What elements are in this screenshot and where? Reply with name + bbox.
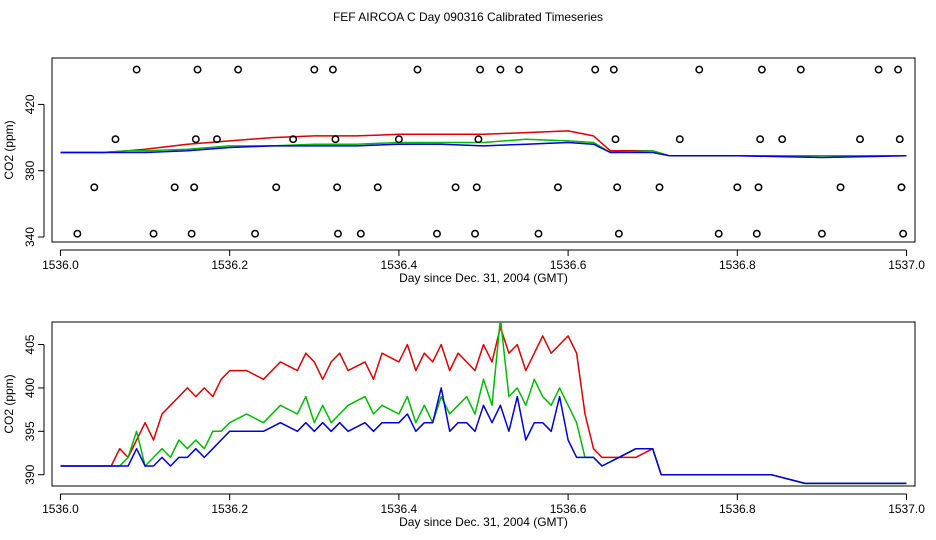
x-tick-label: 1537.0 [888,258,925,272]
x-tick-label: 1536.8 [719,502,756,516]
data-point [251,229,260,238]
data-point [752,229,761,238]
data-point [757,65,766,74]
data-point [899,229,908,238]
data-point [515,65,523,74]
data-point [756,135,765,144]
data-point [334,229,342,238]
data-point [856,135,864,144]
data-point [895,135,904,144]
data-point [714,229,723,238]
data-point [554,183,562,192]
data-point [413,65,422,74]
data-point [796,65,805,74]
data-point [591,65,600,74]
data-point [496,65,505,74]
series-line-blue [60,387,907,485]
x-tick-label: 1536.6 [550,502,587,516]
data-point [778,135,787,144]
data-point [310,65,319,74]
y-tick-label: 380 [23,160,37,180]
data-point [328,65,337,74]
plot-area [60,65,908,238]
data-point [191,135,200,144]
data-point [394,135,403,144]
data-point [695,65,704,74]
y-tick-label: 400 [23,378,37,398]
data-point [234,65,243,74]
data-point [451,183,460,192]
data-point [874,65,883,74]
y-tick-label: 390 [23,464,37,484]
data-point [733,183,742,192]
data-point [149,229,158,238]
data-point [836,183,845,192]
data-point [472,183,481,192]
data-point [609,65,618,74]
data-point [614,229,623,238]
data-point [534,229,543,238]
data-point [73,229,82,238]
data-point [611,135,620,144]
top-panel: 1536.0 1536.2 1536.4 1536.6 1536.8 1537.0 Day … [2,57,925,285]
y-tick-label: 340 [23,227,37,247]
x-tick-label: 1536.2 [211,502,248,516]
data-point [655,183,664,192]
data-point [111,135,120,144]
data-point [213,135,221,144]
data-point [817,229,826,238]
x-tick-label: 1536.4 [381,502,418,516]
series-line-green [60,322,907,485]
y-tick-label: 405 [23,334,37,354]
x-axis-label: Day since Dec. 31, 2004 (GMT) [399,515,568,529]
x-tick-label: 1536.0 [42,258,79,272]
plot-area [60,322,907,485]
data-point [471,229,479,238]
x-tick-label: 1536.6 [550,258,587,272]
y-tick-label: 395 [23,421,37,441]
x-tick-label: 1536.2 [211,258,248,272]
page-title: FEF AIRCOA C Day 090316 Calibrated Times… [332,10,604,24]
data-point [331,135,340,144]
data-point [289,135,298,144]
data-point [433,229,441,238]
x-tick-label: 1536.4 [381,258,418,272]
data-point [272,183,281,192]
data-point [476,65,485,74]
data-point [897,183,906,192]
bottom-panel: 1536.0 1536.2 1536.4 1536.6 1536.8 1537.0 Day … [2,321,925,529]
data-point [894,65,903,74]
data-point [193,65,202,74]
data-point [132,65,141,74]
series-line-red [60,130,907,157]
data-point [675,135,684,144]
plot-frame [51,321,916,487]
data-point [190,183,199,192]
data-point [474,135,483,144]
data-point [356,229,365,238]
y-axis-label: CO2 (ppm) [2,120,16,179]
x-tick-label: 1536.8 [719,258,756,272]
x-tick-label: 1536.0 [42,502,79,516]
plot-frame [51,57,916,243]
series-line-red [60,326,907,485]
series-line-blue [60,141,907,159]
y-tick-label: 420 [23,94,37,114]
data-point [170,183,179,192]
data-point [613,183,622,192]
x-tick-label: 1537.0 [888,502,925,516]
data-point [373,183,382,192]
data-point [754,183,763,192]
data-point [333,183,342,192]
y-axis-label: CO2 (ppm) [2,374,16,433]
data-point [90,183,99,192]
x-axis-label: Day since Dec. 31, 2004 (GMT) [399,271,568,285]
data-point [187,229,196,238]
